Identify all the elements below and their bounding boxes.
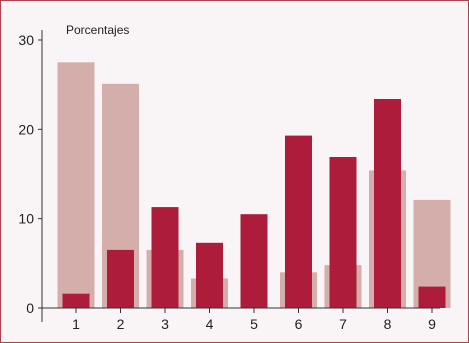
x-tick-label-3: 3 bbox=[161, 316, 169, 332]
bar-front-7 bbox=[329, 157, 357, 308]
bar-front-2 bbox=[107, 249, 134, 308]
x-tick-label-4: 4 bbox=[206, 316, 214, 332]
x-tick-label-2: 2 bbox=[117, 316, 125, 332]
axes bbox=[41, 30, 440, 322]
x-tick-label-7: 7 bbox=[339, 316, 347, 332]
bar-front-3 bbox=[151, 207, 179, 308]
bar-front-1 bbox=[62, 293, 90, 308]
x-tick-label-8: 8 bbox=[384, 316, 392, 332]
y-tick-label: 0 bbox=[26, 300, 34, 316]
bar-front-4 bbox=[196, 242, 223, 308]
y-tick-label: 10 bbox=[18, 211, 34, 227]
y-axis-ticks: 0 10 20 30 bbox=[18, 32, 42, 316]
bar-front-5 bbox=[240, 214, 268, 308]
y-tick-label: 20 bbox=[18, 121, 34, 137]
bar-front-6 bbox=[285, 135, 312, 308]
y-tick-label: 30 bbox=[18, 32, 34, 48]
x-tick-label-1: 1 bbox=[72, 316, 80, 332]
bar-front-9 bbox=[418, 286, 446, 308]
bar-front-8 bbox=[374, 99, 401, 308]
y-axis-label: Porcentajes bbox=[66, 23, 129, 37]
x-tick-label-6: 6 bbox=[295, 316, 303, 332]
x-tick-label-9: 9 bbox=[428, 316, 436, 332]
x-tick-label-5: 5 bbox=[250, 316, 258, 332]
foreground-series-bars bbox=[62, 99, 446, 308]
x-axis-ticks: 1 2 3 4 5 6 7 8 9 bbox=[72, 308, 436, 332]
bar-back-1 bbox=[57, 62, 95, 308]
